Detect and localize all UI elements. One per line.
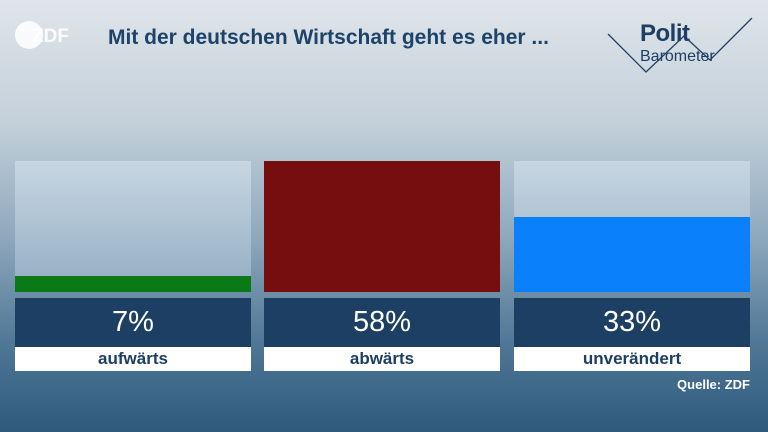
bar-value-label: 33% [514,298,750,347]
brand-word-polit: Polit [640,20,690,47]
bar [15,276,251,292]
bar-track [514,161,750,292]
bar [264,161,500,292]
bar [514,217,750,292]
category-label: abwärts [264,347,500,371]
bar-value-label: 7% [15,298,251,347]
bar-value-label: 58% [264,298,500,347]
bar-panel: 33% unverändert [514,161,750,371]
category-label: unverändert [514,347,750,371]
brand-word-barometer: Barometer [640,48,715,65]
zdf-logo: ZDF [14,20,80,50]
category-label: aufwärts [15,347,251,371]
chart-title: Mit der deutschen Wirtschaft geht es ehe… [108,26,549,49]
politbarometer-logo: Polit Barometer [606,14,756,76]
bar-track [15,161,251,292]
bar-panel: 7% aufwärts [15,161,251,371]
bar-track [264,161,500,292]
source-note: Quelle: ZDF [677,377,750,392]
bar-panel: 58% abwärts [264,161,500,371]
svg-text:ZDF: ZDF [32,26,69,47]
